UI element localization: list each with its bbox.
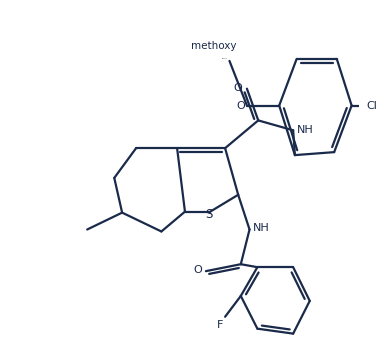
Text: O: O: [236, 100, 245, 111]
Text: Cl: Cl: [367, 100, 377, 111]
Text: NH: NH: [297, 125, 314, 135]
Text: S: S: [205, 209, 212, 221]
Text: O: O: [233, 83, 242, 93]
Text: F: F: [217, 320, 223, 330]
Text: NH: NH: [253, 223, 270, 234]
Text: methoxy: methoxy: [221, 58, 228, 59]
Text: O: O: [193, 265, 202, 275]
Text: methoxy: methoxy: [191, 41, 236, 51]
